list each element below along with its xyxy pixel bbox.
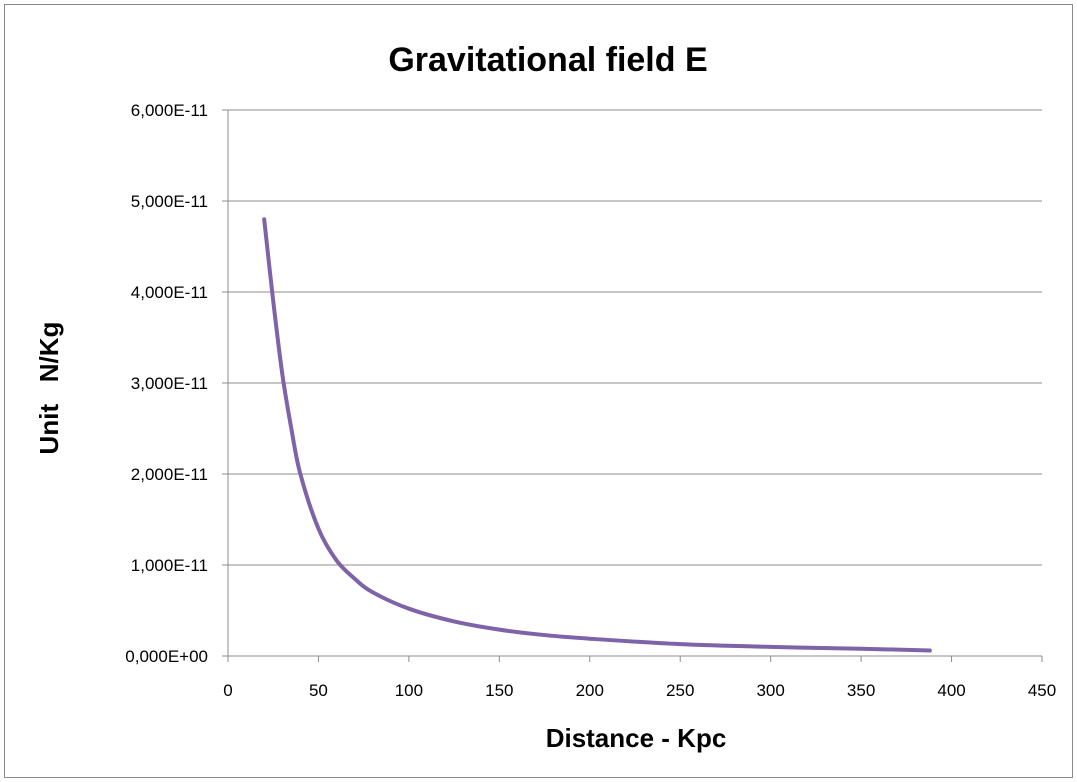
x-tick-label: 450 [1028,681,1056,700]
x-tick-label: 100 [395,681,423,700]
y-tick-label: 6,000E-11 [131,101,208,120]
x-tick-label: 250 [666,681,694,700]
y-tick-label: 1,000E-11 [131,556,208,575]
y-tick-label: 3,000E-11 [131,374,208,393]
series-line [262,217,932,653]
y-tick-label: 5,000E-11 [131,192,208,211]
x-tick-label: 0 [223,681,232,700]
x-tick-label: 400 [937,681,965,700]
x-tick-label: 200 [576,681,604,700]
x-tick-label: 50 [309,681,328,700]
y-axis-title: Unit N/Kg [34,322,64,455]
x-tick-label: 300 [756,681,784,700]
grid-layer [228,109,1042,566]
series-layer [262,217,932,653]
y-tick-label: 4,000E-11 [131,283,208,302]
tick-layer: 0,000E+00 1,000E-11 2,000E-11 3,000E-11 4,00… [125,101,1056,700]
chart-svg: Gravitational field E 0,000E+00 1,000E-11… [34,41,1056,753]
chart-frame: Gravitational field E 0,000E+00 1,000E-11… [4,4,1073,778]
chart-title: Gravitational field E [388,41,707,79]
y-tick-label: 2,000E-11 [131,465,208,484]
x-tick-label: 350 [847,681,875,700]
y-tick-label: 0,000E+00 [125,647,208,666]
x-axis-title: Distance - Kpc [546,723,727,753]
x-tick-label: 150 [485,681,513,700]
